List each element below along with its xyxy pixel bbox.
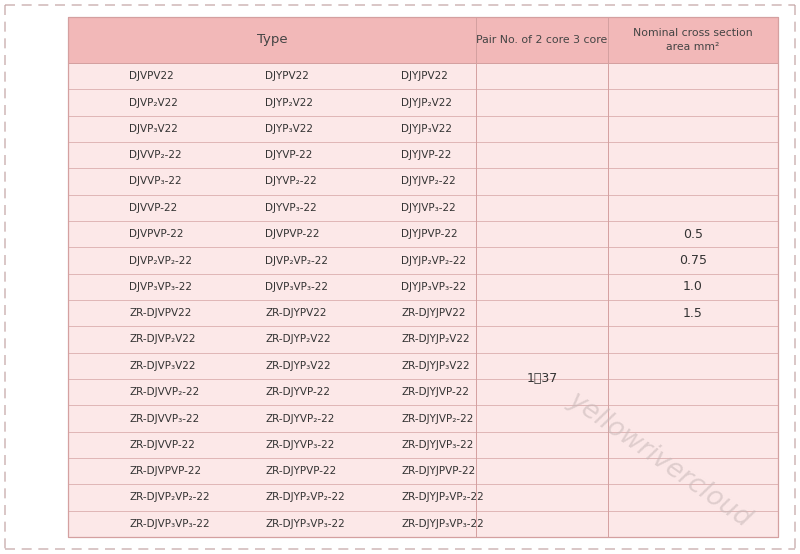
- Text: ZR-DJYJVP₃-22: ZR-DJYJVP₃-22: [402, 440, 474, 450]
- Text: DJYJVP₃-22: DJYJVP₃-22: [402, 203, 456, 213]
- Bar: [68, 406, 778, 432]
- Bar: [68, 247, 778, 274]
- Text: DJYJP₃VP₃-22: DJYJP₃VP₃-22: [402, 282, 466, 292]
- Text: ZR-DJYJVP-22: ZR-DJYJVP-22: [402, 387, 470, 397]
- Bar: [68, 511, 778, 537]
- Text: DJYJVP₂-22: DJYJVP₂-22: [402, 177, 456, 187]
- Text: yellowrivercloud: yellowrivercloud: [564, 387, 756, 533]
- Text: ZR-DJVP₂VP₂-22: ZR-DJVP₂VP₂-22: [130, 493, 210, 502]
- Text: DJVP₃VP₃-22: DJVP₃VP₃-22: [130, 282, 192, 292]
- Bar: [68, 116, 778, 142]
- Text: ZR-DJYP₃V22: ZR-DJYP₃V22: [266, 361, 331, 371]
- Text: ZR-DJYP₂V22: ZR-DJYP₂V22: [266, 335, 331, 345]
- Bar: [68, 194, 778, 221]
- Text: ZR-DJYJPVP-22: ZR-DJYJPVP-22: [402, 466, 476, 476]
- Text: ZR-DJYJPV22: ZR-DJYJPV22: [402, 308, 466, 318]
- Bar: [68, 432, 778, 458]
- Text: DJYJP₃V22: DJYJP₃V22: [402, 124, 453, 134]
- Text: DJYJP₂VP₂-22: DJYJP₂VP₂-22: [402, 255, 466, 265]
- Bar: [68, 300, 778, 326]
- Text: DJYJVP-22: DJYJVP-22: [402, 150, 452, 160]
- Text: ZR-DJYVP₃-22: ZR-DJYVP₃-22: [266, 440, 334, 450]
- Text: DJYVP-22: DJYVP-22: [266, 150, 313, 160]
- Text: DJVP₂VP₂-22: DJVP₂VP₂-22: [130, 255, 192, 265]
- Text: ZR-DJYVP₂-22: ZR-DJYVP₂-22: [266, 413, 334, 423]
- Text: ZR-DJYP₂VP₂-22: ZR-DJYP₂VP₂-22: [266, 493, 345, 502]
- Text: ZR-DJYJP₃V22: ZR-DJYJP₃V22: [402, 361, 470, 371]
- Bar: [68, 484, 778, 511]
- Text: ZR-DJVVP₂-22: ZR-DJVVP₂-22: [130, 387, 199, 397]
- Text: 0.5: 0.5: [682, 228, 702, 240]
- Bar: [68, 17, 778, 537]
- Text: ZR-DJYPV22: ZR-DJYPV22: [266, 308, 327, 318]
- Text: DJYPV22: DJYPV22: [266, 71, 309, 81]
- Text: ZR-DJYJP₂V22: ZR-DJYJP₂V22: [402, 335, 470, 345]
- Text: ZR-DJVP₃V22: ZR-DJVP₃V22: [130, 361, 196, 371]
- Text: ZR-DJVPVP-22: ZR-DJVPVP-22: [130, 466, 202, 476]
- Text: Type: Type: [257, 33, 287, 47]
- Text: DJYJPV22: DJYJPV22: [402, 71, 448, 81]
- Text: DJVPV22: DJVPV22: [130, 71, 174, 81]
- Text: DJVVP₂-22: DJVVP₂-22: [130, 150, 182, 160]
- Text: ZR-DJVVP₃-22: ZR-DJVVP₃-22: [130, 413, 199, 423]
- Text: DJVP₃VP₃-22: DJVP₃VP₃-22: [266, 282, 328, 292]
- Bar: [68, 17, 778, 63]
- Text: ZR-DJYVP-22: ZR-DJYVP-22: [266, 387, 330, 397]
- Bar: [68, 379, 778, 406]
- Text: Pair No. of 2 core 3 core: Pair No. of 2 core 3 core: [476, 35, 607, 45]
- Text: DJVPVP-22: DJVPVP-22: [130, 229, 184, 239]
- Bar: [68, 326, 778, 353]
- Text: ZR-DJVP₂V22: ZR-DJVP₂V22: [130, 335, 196, 345]
- Bar: [68, 353, 778, 379]
- Text: ZR-DJYP₃VP₃-22: ZR-DJYP₃VP₃-22: [266, 519, 345, 529]
- Text: DJYJP₂V22: DJYJP₂V22: [402, 98, 453, 107]
- Bar: [68, 89, 778, 116]
- Text: ZR-DJYJVP₂-22: ZR-DJYJVP₂-22: [402, 413, 474, 423]
- Bar: [68, 221, 778, 247]
- Bar: [68, 458, 778, 484]
- Text: ZR-DJVP₃VP₃-22: ZR-DJVP₃VP₃-22: [130, 519, 210, 529]
- Text: DJYP₃V22: DJYP₃V22: [266, 124, 314, 134]
- Text: DJYVP₂-22: DJYVP₂-22: [266, 177, 317, 187]
- Bar: [68, 63, 778, 89]
- Bar: [68, 168, 778, 194]
- Text: ZR-DJYJP₂VP₂-22: ZR-DJYJP₂VP₂-22: [402, 493, 484, 502]
- Text: ZR-DJYPVP-22: ZR-DJYPVP-22: [266, 466, 337, 476]
- Text: DJYJPVP-22: DJYJPVP-22: [402, 229, 458, 239]
- Text: DJVP₂VP₂-22: DJVP₂VP₂-22: [266, 255, 328, 265]
- Text: 0.75: 0.75: [678, 254, 707, 267]
- Text: DJVP₂V22: DJVP₂V22: [130, 98, 178, 107]
- Text: DJVVP-22: DJVVP-22: [130, 203, 178, 213]
- Text: ZR-DJYJP₃VP₃-22: ZR-DJYJP₃VP₃-22: [402, 519, 484, 529]
- Text: DJVVP₃-22: DJVVP₃-22: [130, 177, 182, 187]
- Bar: [68, 274, 778, 300]
- Text: Nominal cross section
area mm²: Nominal cross section area mm²: [633, 28, 753, 52]
- Text: 1.5: 1.5: [683, 307, 702, 320]
- Text: 1.0: 1.0: [683, 280, 702, 293]
- Text: DJVPVP-22: DJVPVP-22: [266, 229, 320, 239]
- Text: ZR-DJVPV22: ZR-DJVPV22: [130, 308, 192, 318]
- Bar: [68, 142, 778, 168]
- Text: DJYP₂V22: DJYP₂V22: [266, 98, 314, 107]
- Text: DJVP₃V22: DJVP₃V22: [130, 124, 178, 134]
- Text: DJYVP₃-22: DJYVP₃-22: [266, 203, 317, 213]
- Text: ZR-DJVVP-22: ZR-DJVVP-22: [130, 440, 195, 450]
- Text: 1～37: 1～37: [526, 372, 558, 386]
